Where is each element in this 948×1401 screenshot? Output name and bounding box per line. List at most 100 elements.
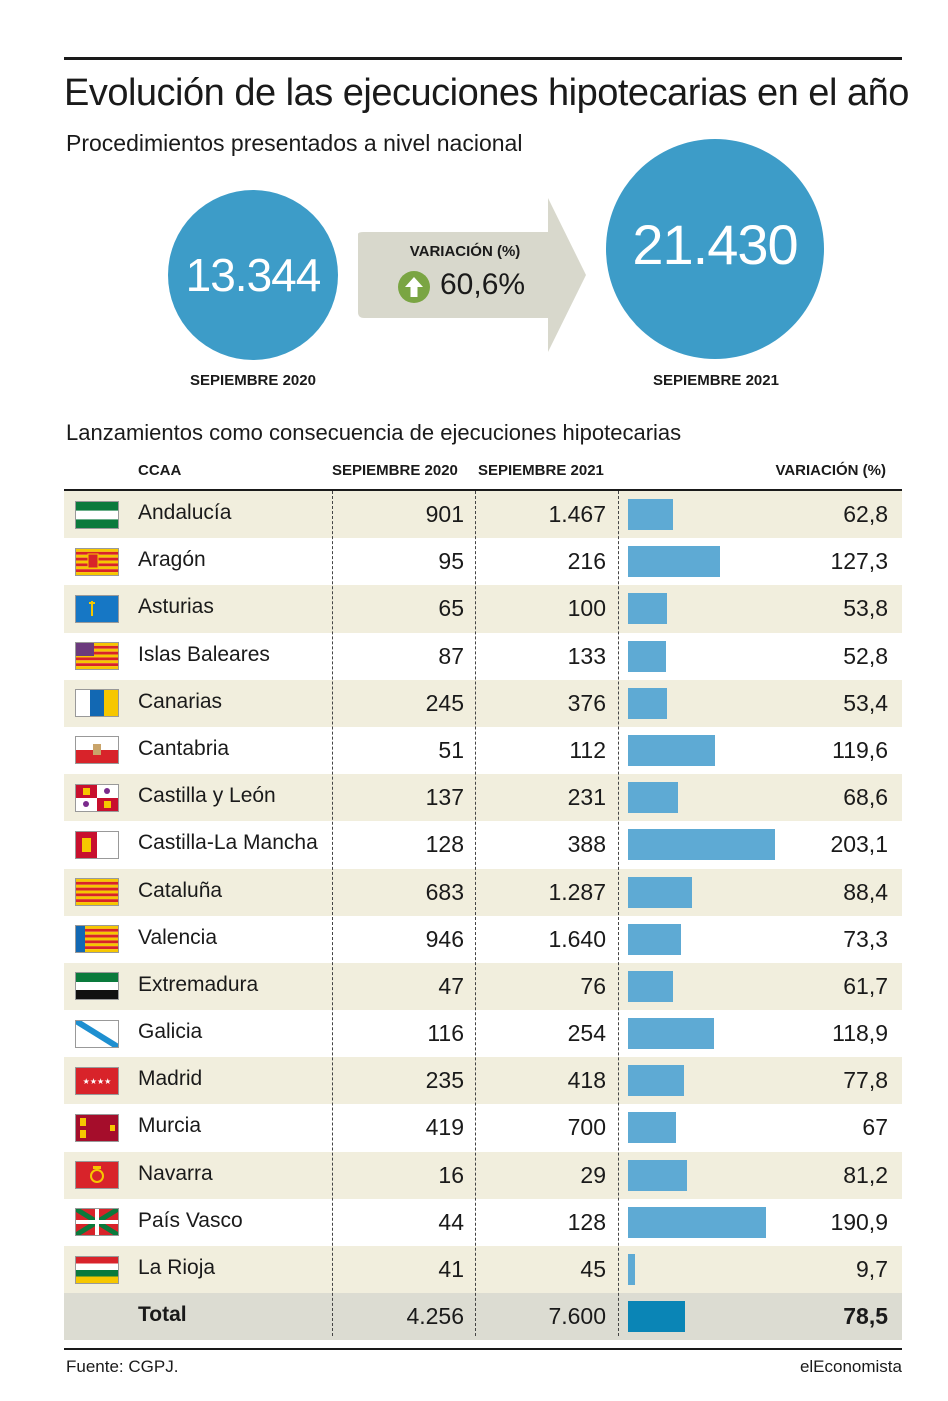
andalucia-flag-icon <box>75 500 119 529</box>
variation-bar <box>628 1018 715 1050</box>
value-sep2020: 16 <box>438 1161 464 1188</box>
value-2021-circle: 21.430 <box>606 139 824 359</box>
header-rule <box>64 489 902 491</box>
cataluna-flag-icon <box>75 878 119 906</box>
value-sep2021: 112 <box>569 736 606 763</box>
table-row: Galicia 116 254 118,9 <box>64 1010 902 1057</box>
value-sep2021: 1.640 <box>548 925 606 952</box>
value-sep2021: 128 <box>567 1208 606 1235</box>
value-sep2021: 1.287 <box>548 878 606 905</box>
cantabria-flag-icon <box>75 736 119 765</box>
header-sep2020: SEPIEMBRE 2020 <box>332 462 458 479</box>
variation-value: 118,9 <box>832 1020 888 1047</box>
value-sep2021: 133 <box>567 642 606 669</box>
variation-value: 119,6 <box>832 736 888 763</box>
variation-arrow-shape <box>358 198 586 352</box>
header-variacion: VARIACIÓN (%) <box>775 462 886 479</box>
extremadura-flag-icon <box>75 972 119 1001</box>
variation-bar <box>628 687 667 719</box>
value-sep2021: 376 <box>567 689 606 716</box>
value-sep2020: 51 <box>438 736 464 763</box>
region-name-castilla-la-mancha: Castilla-La Mancha <box>138 831 318 855</box>
value-sep2021: 700 <box>567 1114 606 1141</box>
variation-value: 73,3 <box>843 925 888 952</box>
value-sep2020: 44 <box>438 1208 464 1235</box>
header-sep2021: SEPIEMBRE 2021 <box>478 462 604 479</box>
bottom-rule <box>64 1348 902 1350</box>
variation-bar <box>628 640 667 672</box>
value-sep2021: 1.467 <box>548 501 606 527</box>
value-sep2021: 76 <box>580 972 606 999</box>
variation-bar <box>628 593 667 625</box>
page-subtitle: Procedimientos presentados a nivel nacio… <box>66 130 523 156</box>
variation-value: 68,6 <box>843 784 888 811</box>
region-name-galicia: Galicia <box>138 1020 203 1044</box>
value-sep2021: 100 <box>567 595 606 622</box>
column-divider <box>332 491 333 1336</box>
navarra-flag-icon <box>75 1161 119 1190</box>
variation-value: 127,3 <box>830 548 888 575</box>
table-row: Castilla-La Mancha 128 388 203,1 <box>64 821 902 868</box>
table-row: Andalucía 901 1.467 62,8 <box>64 491 902 539</box>
variation-bar <box>628 876 692 908</box>
value-sep2021: 231 <box>567 784 606 811</box>
table-row: Murcia 419 700 67 <box>64 1104 902 1151</box>
galicia-flag-icon <box>75 1019 119 1048</box>
variation-bar <box>628 1254 636 1285</box>
top-rule <box>64 57 902 60</box>
variation-value: 81,2 <box>843 1161 888 1188</box>
source-note: Fuente: CGPJ. <box>66 1357 179 1376</box>
brand-name: elEconomista <box>799 1357 902 1376</box>
variation-bar <box>628 1206 767 1238</box>
variation-bar <box>628 829 775 861</box>
region-name-canarias: Canarias <box>138 689 223 713</box>
table-row: Islas Baleares 87 133 52,8 <box>64 633 902 680</box>
svg-text:★★★★: ★★★★ <box>83 1077 112 1086</box>
total-variation-bar <box>628 1301 685 1333</box>
value-sep2020: 245 <box>425 689 464 716</box>
column-divider <box>475 491 476 1336</box>
value-sep2020: 946 <box>425 925 464 952</box>
variation-value: 52,8 <box>843 642 888 669</box>
variation-value: 9,7 <box>856 1256 888 1282</box>
region-name-la-rioja: La Rioja <box>138 1256 216 1279</box>
variation-bar <box>628 1065 685 1097</box>
region-name-islas-baleares: Islas Baleares <box>138 642 270 666</box>
region-name-cataluna: Cataluña <box>138 878 223 902</box>
canarias-flag-icon <box>75 689 119 718</box>
value-sep2020: 901 <box>425 501 464 527</box>
table-row: Aragón 95 216 127,3 <box>64 538 902 585</box>
region-name-extremadura: Extremadura <box>138 972 259 996</box>
region-name-pais-vasco: País Vasco <box>138 1208 243 1232</box>
value-sep2021: 7.600 <box>548 1303 606 1330</box>
column-divider <box>618 491 619 1336</box>
table-row: Cantabria 51 112 119,6 <box>64 727 902 774</box>
value-sep2020: 4.256 <box>406 1303 464 1330</box>
variation-value: 53,4 <box>843 689 888 716</box>
table-row: Asturias 65 100 53,8 <box>64 585 902 633</box>
variation-bar <box>628 546 721 578</box>
page-title: Evolución de las ejecuciones hipotecaria… <box>64 72 909 114</box>
table-row: Extremadura 47 76 61,7 <box>64 962 902 1011</box>
variation-bar <box>628 734 715 766</box>
table-row: Canarias 245 376 53,4 <box>64 679 902 727</box>
variation-bar <box>628 499 674 530</box>
value-sep2020: 47 <box>438 972 464 999</box>
value-sep2021: 29 <box>580 1161 606 1188</box>
region-name-madrid: Madrid <box>138 1067 203 1091</box>
table-row: La Rioja 41 45 9,7 <box>64 1246 902 1294</box>
variation-value: 61,7 <box>843 972 888 999</box>
castilla-la-mancha-flag-icon <box>75 830 119 859</box>
value-sep2021: 45 <box>580 1256 606 1282</box>
variation-value: 77,8 <box>843 1067 888 1094</box>
value-2020-circle: 13.344 <box>168 190 338 360</box>
region-name-castilla-y-leon: Castilla y León <box>138 784 276 808</box>
variation-bar <box>628 1112 677 1144</box>
value-sep2021: 418 <box>567 1067 606 1094</box>
table-row: Cataluña 683 1.287 88,4 <box>64 868 902 916</box>
aragon-flag-icon <box>75 547 119 576</box>
variation-bar <box>628 782 678 814</box>
murcia-flag-icon <box>75 1113 119 1142</box>
variation-value: 67 <box>862 1114 888 1141</box>
value-sep2020: 65 <box>438 595 464 622</box>
